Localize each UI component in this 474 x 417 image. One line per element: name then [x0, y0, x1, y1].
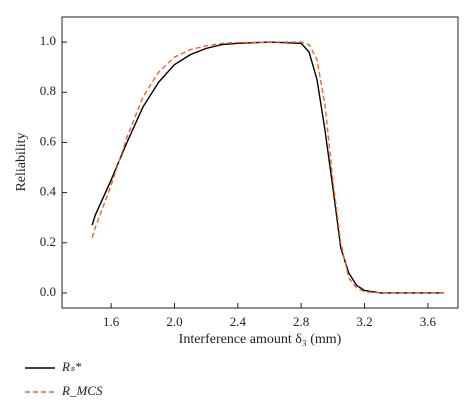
legend-label: R_MCS: [61, 383, 103, 398]
plot-frame: [61, 16, 459, 309]
x-tick-label: 2.8: [293, 314, 309, 329]
y-tick-label: 0.0: [40, 284, 56, 299]
x-tick-label: 2.4: [230, 314, 247, 329]
y-tick-label: 0.4: [40, 184, 57, 199]
x-tick-label: 3.2: [356, 314, 372, 329]
x-tick-label: 2.0: [166, 314, 182, 329]
y-tick-label: 0.6: [40, 133, 57, 148]
series-line: [91, 41, 444, 294]
y-tick-label: 0.8: [40, 83, 56, 98]
x-tick-label: 1.6: [103, 314, 120, 329]
y-axis-label: Reliability: [14, 132, 29, 191]
legend-label: Rₛ*: [61, 359, 82, 374]
y-tick-label: 0.2: [40, 234, 56, 249]
x-tick-label: 3.6: [420, 314, 437, 329]
x-axis-label: Interference amount δ₃ (mm): [179, 332, 342, 347]
y-tick-label: 1.0: [40, 33, 56, 48]
series-line: [91, 41, 444, 294]
